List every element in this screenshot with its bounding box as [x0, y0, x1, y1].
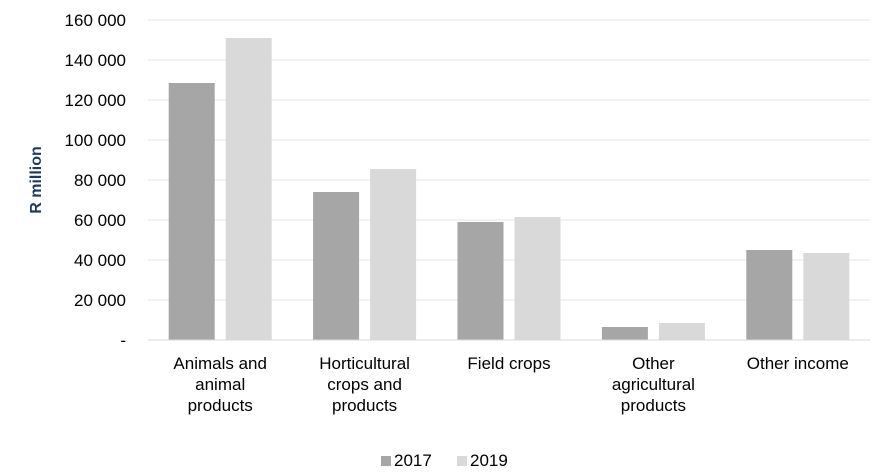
bar-2019-4	[803, 253, 850, 340]
y-tick-label: 160 000	[65, 11, 126, 30]
bar-2019-3	[658, 323, 705, 340]
x-category-label-line: Field crops	[467, 354, 550, 373]
legend-label: 2017	[394, 451, 432, 470]
legend-swatch-2019	[457, 456, 467, 466]
bar-2017-3	[601, 327, 648, 340]
x-category-label-line: Animals and	[173, 354, 267, 373]
y-tick-label: 80 000	[74, 171, 126, 190]
legend-label: 2019	[470, 451, 508, 470]
legend-swatch-2017	[381, 456, 391, 466]
bar-2019-0	[225, 38, 272, 340]
x-category-label: Field crops	[467, 354, 550, 373]
y-tick-label: 100 000	[65, 131, 126, 150]
x-category-label-line: Horticultural	[319, 354, 410, 373]
x-category-label-line: Other income	[747, 354, 849, 373]
y-tick-label: -	[120, 331, 126, 350]
x-category-label: Other income	[747, 354, 849, 373]
bar-2019-2	[514, 217, 561, 340]
legend: 2017 2019	[381, 451, 508, 470]
y-tick-label: 40 000	[74, 251, 126, 270]
y-tick-label: 60 000	[74, 211, 126, 230]
x-category-label-line: products	[332, 396, 397, 415]
x-axis-labels: Animals and animal products Horticultural cr…	[173, 354, 848, 415]
y-tick-label: 120 000	[65, 91, 126, 110]
y-axis-label: R million	[28, 146, 45, 214]
x-category-label-line: products	[621, 396, 686, 415]
bar-2017-4	[746, 250, 793, 340]
x-category-label: Other agricultural products	[612, 354, 695, 415]
x-category-label-line: animal	[195, 375, 245, 394]
x-category-label-line: crops and	[327, 375, 402, 394]
x-category-label: Horticultural crops and products	[319, 354, 410, 415]
bars	[168, 38, 850, 340]
y-tick-label: 140 000	[65, 51, 126, 70]
x-category-label-line: products	[188, 396, 253, 415]
bar-2017-1	[313, 192, 360, 340]
x-category-label-line: Other	[632, 354, 675, 373]
x-category-label: Animals and animal products	[173, 354, 267, 415]
bar-2019-1	[370, 169, 417, 340]
bar-2017-0	[168, 83, 215, 340]
y-tick-label: 20 000	[74, 291, 126, 310]
y-axis-ticks: - 20 000 40 000 60 000 80 000 100 000 120 000 1…	[65, 11, 126, 350]
bar-2017-2	[457, 222, 504, 340]
x-category-label-line: agricultural	[612, 375, 695, 394]
